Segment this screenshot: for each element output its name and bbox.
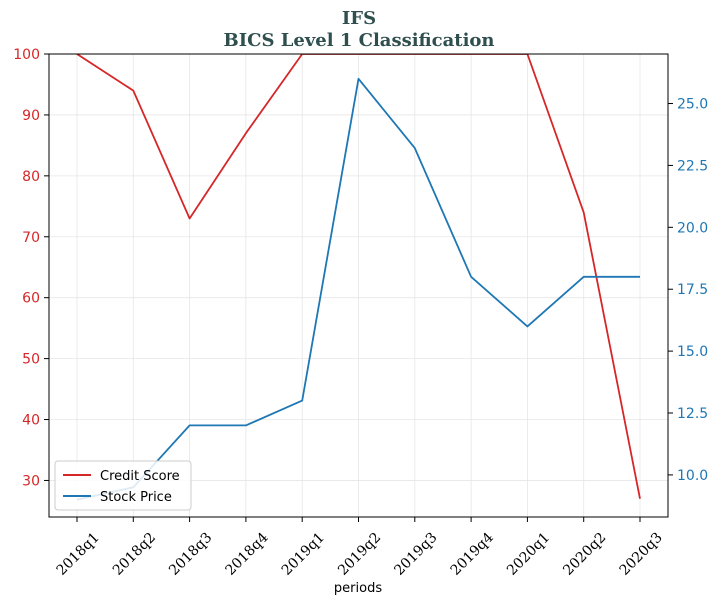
x-tick-label: 2019q1	[279, 530, 328, 579]
left-tick-label: 90	[22, 108, 40, 124]
chart-subtitle: BICS Level 1 Classification	[223, 30, 494, 51]
right-tick-label: 25.0	[677, 97, 708, 113]
x-tick-label: 2018q1	[54, 530, 103, 579]
series-line-stock-price	[76, 77, 640, 501]
x-tick-label: 2020q1	[504, 530, 553, 579]
right-tick-label: 15.0	[677, 344, 708, 360]
x-tick-label: 2018q4	[222, 530, 271, 579]
right-axis: 10.0 12.5 15.0 17.5 20.0 22.5 25.0	[668, 97, 708, 484]
legend: Credit Score Stock Price	[54, 460, 192, 511]
series-layer	[76, 54, 641, 501]
right-tick-label: 12.5	[677, 406, 708, 422]
right-tick-label: 22.5	[677, 158, 708, 174]
gridlines	[49, 53, 668, 517]
x-tick-label: 2018q2	[110, 530, 159, 579]
right-tick-label: 20.0	[677, 220, 708, 236]
x-axis-label: periods	[334, 581, 382, 596]
left-tick-label: 50	[22, 352, 40, 368]
left-tick-label: 70	[22, 230, 40, 246]
x-tick-label: 2020q3	[617, 530, 666, 579]
left-tick-label: 60	[22, 291, 40, 307]
x-axis: 2018q1 2018q2 2018q3 2018q4 2019q1 2019q2 2019…	[54, 517, 666, 579]
left-tick-label: 40	[22, 413, 40, 429]
x-tick-label: 2020q2	[560, 530, 609, 579]
left-tick-label: 100	[13, 47, 40, 63]
legend-box	[54, 460, 192, 511]
right-tick-label: 17.5	[677, 282, 708, 298]
x-tick-label: 2019q2	[335, 530, 384, 579]
right-tick-label: 10.0	[677, 468, 708, 484]
legend-label-stock-price: Stock Price	[100, 490, 172, 505]
left-tick-label: 80	[22, 169, 40, 185]
legend-label-credit-score: Credit Score	[100, 469, 180, 484]
x-tick-label: 2018q3	[166, 530, 215, 579]
chart-title: IFS	[342, 8, 376, 29]
x-tick-label: 2019q3	[391, 530, 440, 579]
series-line-credit-score	[76, 54, 641, 499]
x-tick-label: 2019q4	[448, 530, 497, 579]
left-tick-label: 30	[22, 473, 40, 489]
left-axis: 30 40 50 60 70 80 90 100	[13, 47, 49, 489]
